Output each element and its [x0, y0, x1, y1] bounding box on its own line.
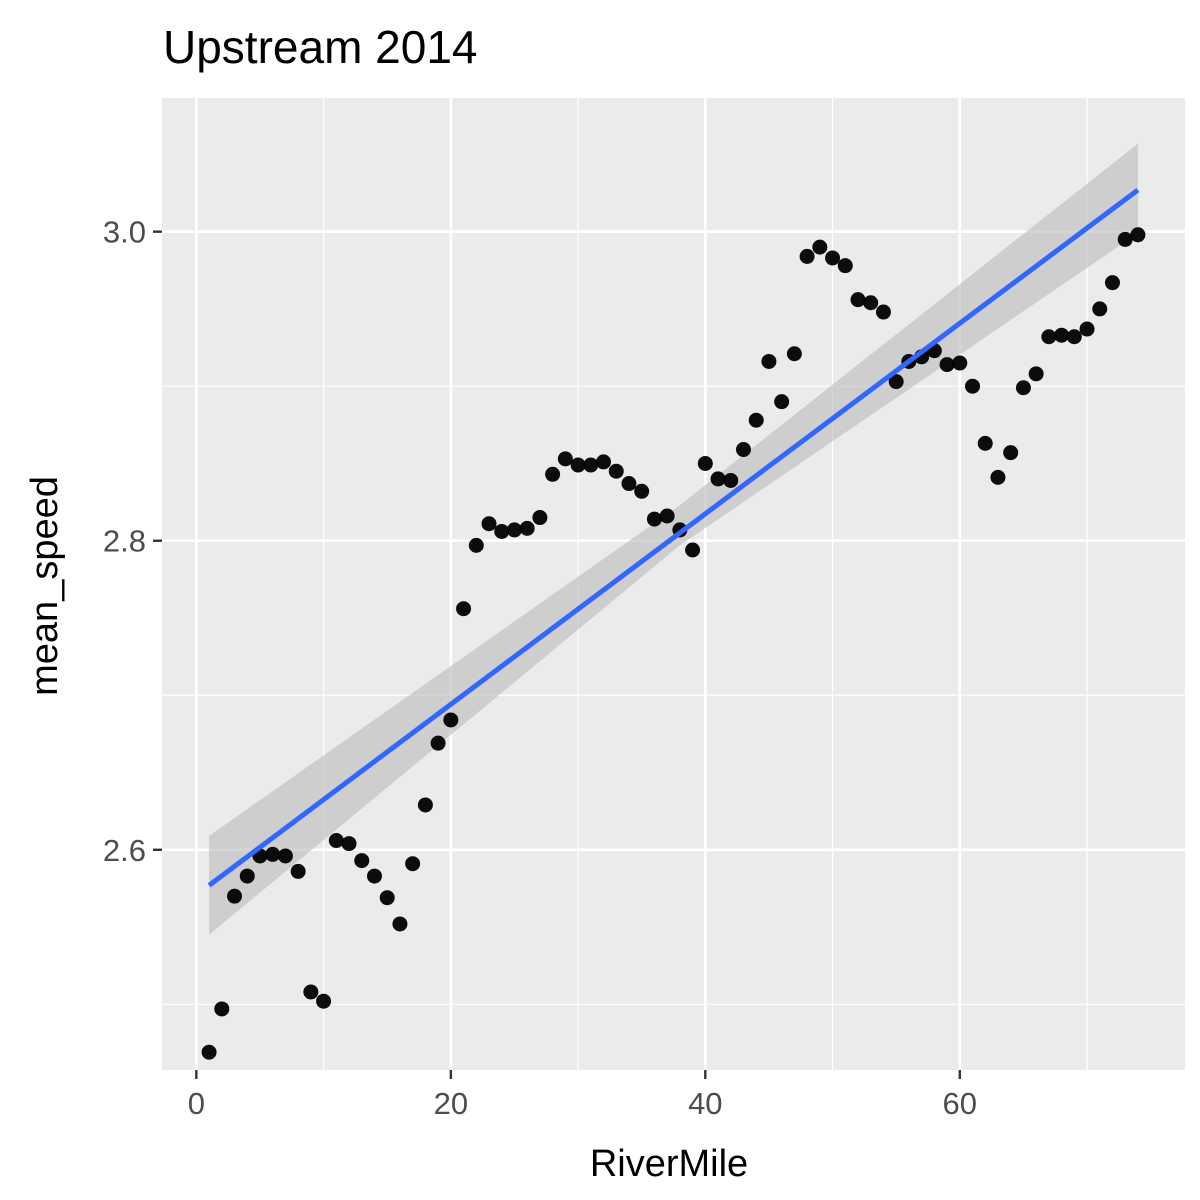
- data-point: [494, 523, 510, 539]
- data-point: [646, 511, 662, 527]
- data-point: [634, 483, 650, 499]
- x-tick-label: 20: [434, 1086, 468, 1121]
- data-point: [392, 916, 408, 932]
- y-axis: 2.6 2.8 3.0: [103, 215, 162, 868]
- data-point: [506, 522, 522, 538]
- data-point: [863, 295, 879, 311]
- data-point: [799, 248, 815, 264]
- data-point: [481, 516, 497, 532]
- data-point: [608, 463, 624, 479]
- data-point: [1003, 445, 1019, 461]
- chart-title: Upstream 2014: [163, 21, 478, 73]
- data-point: [214, 1001, 230, 1017]
- x-tick-label: 40: [688, 1086, 722, 1121]
- data-point: [723, 472, 739, 488]
- trend-line: [207, 187, 1140, 888]
- data-point: [341, 836, 357, 852]
- data-point: [875, 304, 891, 320]
- data-point: [570, 457, 586, 473]
- data-point: [239, 868, 255, 884]
- data-point: [888, 374, 904, 390]
- data-point: [685, 542, 701, 558]
- data-point: [405, 856, 421, 872]
- data-point: [1104, 275, 1120, 291]
- data-point: [277, 848, 293, 864]
- x-axis-title: RiverMile: [590, 1143, 748, 1185]
- data-point: [316, 993, 332, 1009]
- data-points: [201, 227, 1146, 1060]
- x-tick-label: 60: [943, 1086, 977, 1121]
- data-point: [456, 601, 472, 617]
- data-point: [837, 258, 853, 274]
- x-tick-label: 0: [188, 1086, 205, 1121]
- data-point: [825, 250, 841, 266]
- data-point: [265, 846, 281, 862]
- data-point: [697, 455, 713, 471]
- data-point: [812, 239, 828, 255]
- data-point: [786, 346, 802, 362]
- data-point: [1079, 321, 1095, 337]
- data-point: [519, 520, 535, 536]
- data-point: [774, 394, 790, 410]
- major-gridlines: [162, 98, 1185, 1070]
- data-point: [965, 378, 981, 394]
- data-point: [850, 292, 866, 308]
- data-point: [977, 435, 993, 451]
- data-point: [939, 357, 955, 373]
- x-axis: 0 20 40 60: [188, 1070, 977, 1121]
- data-point: [1066, 329, 1082, 345]
- data-point: [557, 451, 573, 467]
- data-point: [1054, 327, 1070, 343]
- data-point: [443, 712, 459, 728]
- data-point: [532, 510, 548, 526]
- data-point: [1117, 231, 1133, 247]
- y-tick-label: 3.0: [103, 215, 146, 250]
- data-point: [583, 457, 599, 473]
- data-point: [596, 454, 612, 470]
- data-point: [990, 469, 1006, 485]
- data-point: [354, 853, 370, 869]
- data-point: [1130, 227, 1146, 243]
- data-point: [748, 412, 764, 428]
- data-point: [1028, 366, 1044, 382]
- data-point: [417, 797, 433, 813]
- data-point: [1092, 301, 1108, 317]
- data-point: [621, 476, 637, 492]
- data-point: [468, 537, 484, 553]
- data-point: [1041, 329, 1057, 345]
- data-point: [201, 1044, 217, 1060]
- data-point: [227, 888, 243, 904]
- y-tick-label: 2.8: [103, 524, 146, 559]
- data-point: [303, 984, 319, 1000]
- data-point: [366, 868, 382, 884]
- y-axis-title: mean_speed: [24, 476, 66, 696]
- data-point: [290, 863, 306, 879]
- data-point: [379, 890, 395, 906]
- data-point: [430, 735, 446, 751]
- y-tick-label: 2.6: [103, 833, 146, 868]
- data-point: [659, 508, 675, 524]
- data-point: [952, 355, 968, 371]
- data-point: [1015, 380, 1031, 396]
- data-point: [735, 442, 751, 458]
- data-point: [710, 471, 726, 487]
- data-point: [545, 466, 561, 482]
- data-point: [328, 833, 344, 849]
- data-point: [761, 353, 777, 369]
